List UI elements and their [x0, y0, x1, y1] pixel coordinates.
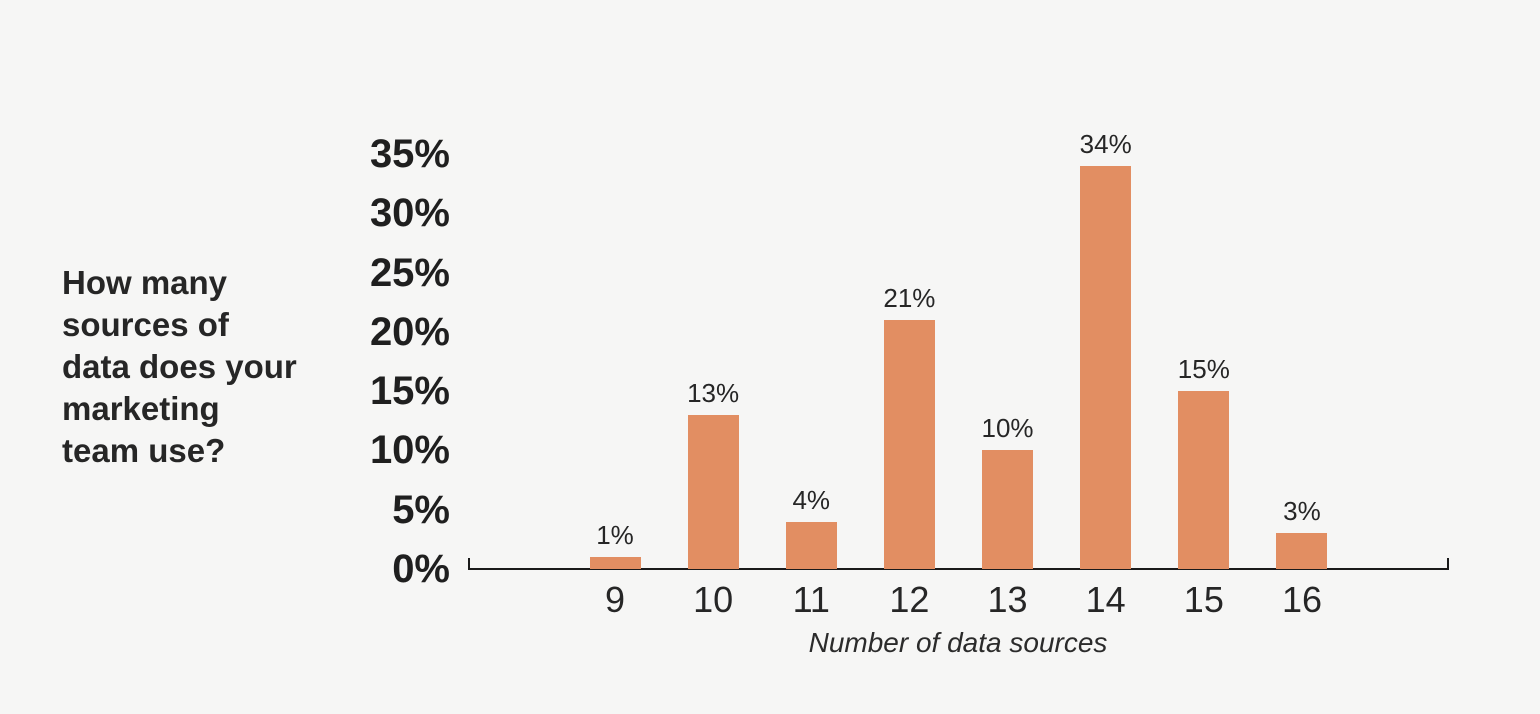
- x-tick-label: 13: [987, 579, 1028, 620]
- bar-16: [1276, 533, 1328, 569]
- x-tick-label: 12: [889, 579, 930, 620]
- x-tick-label: 11: [792, 579, 830, 620]
- x-tick-label: 10: [693, 579, 734, 620]
- x-axis-title: Number of data sources: [808, 627, 1108, 658]
- bar-value-label: 10%: [981, 413, 1034, 443]
- x-tick-label: 16: [1281, 579, 1322, 620]
- bar-9: [589, 557, 641, 569]
- axis-end-tick-left: [468, 558, 470, 570]
- bar-value-label: 34%: [1079, 129, 1132, 159]
- y-axis-labels: 0% 5% 10% 15% 20% 25% 30% 35%: [0, 0, 450, 714]
- y-tick-label: 20%: [369, 309, 450, 354]
- bar-12: [883, 320, 935, 569]
- bar-value-label: 1%: [596, 520, 634, 550]
- bar-11: [785, 522, 837, 569]
- bar-15: [1178, 391, 1230, 569]
- y-tick-label: 10%: [369, 428, 450, 473]
- x-tick-label: 9: [604, 579, 626, 620]
- y-tick-label: 30%: [369, 191, 450, 236]
- bar-value-label: 3%: [1283, 496, 1321, 526]
- x-tick-label: 15: [1183, 579, 1224, 620]
- y-tick-label: 0%: [392, 547, 450, 591]
- axis-end-tick-right: [1447, 558, 1449, 570]
- bar-value-label: 13%: [687, 378, 740, 408]
- y-tick-label: 35%: [369, 131, 450, 176]
- y-tick-label: 5%: [392, 487, 450, 532]
- bar-value-label: 15%: [1177, 354, 1230, 384]
- bar-10: [687, 415, 739, 569]
- bar-13: [982, 450, 1034, 569]
- y-tick-label: 25%: [369, 250, 450, 295]
- bar-value-label: 4%: [792, 485, 831, 515]
- x-tick-label: 14: [1085, 579, 1126, 620]
- bar-value-label: 21%: [883, 283, 936, 313]
- bar-14: [1080, 166, 1132, 569]
- y-tick-label: 15%: [369, 369, 450, 414]
- chart-title: How many sources of data does your marke…: [62, 264, 297, 469]
- x-axis-line: [468, 568, 1449, 570]
